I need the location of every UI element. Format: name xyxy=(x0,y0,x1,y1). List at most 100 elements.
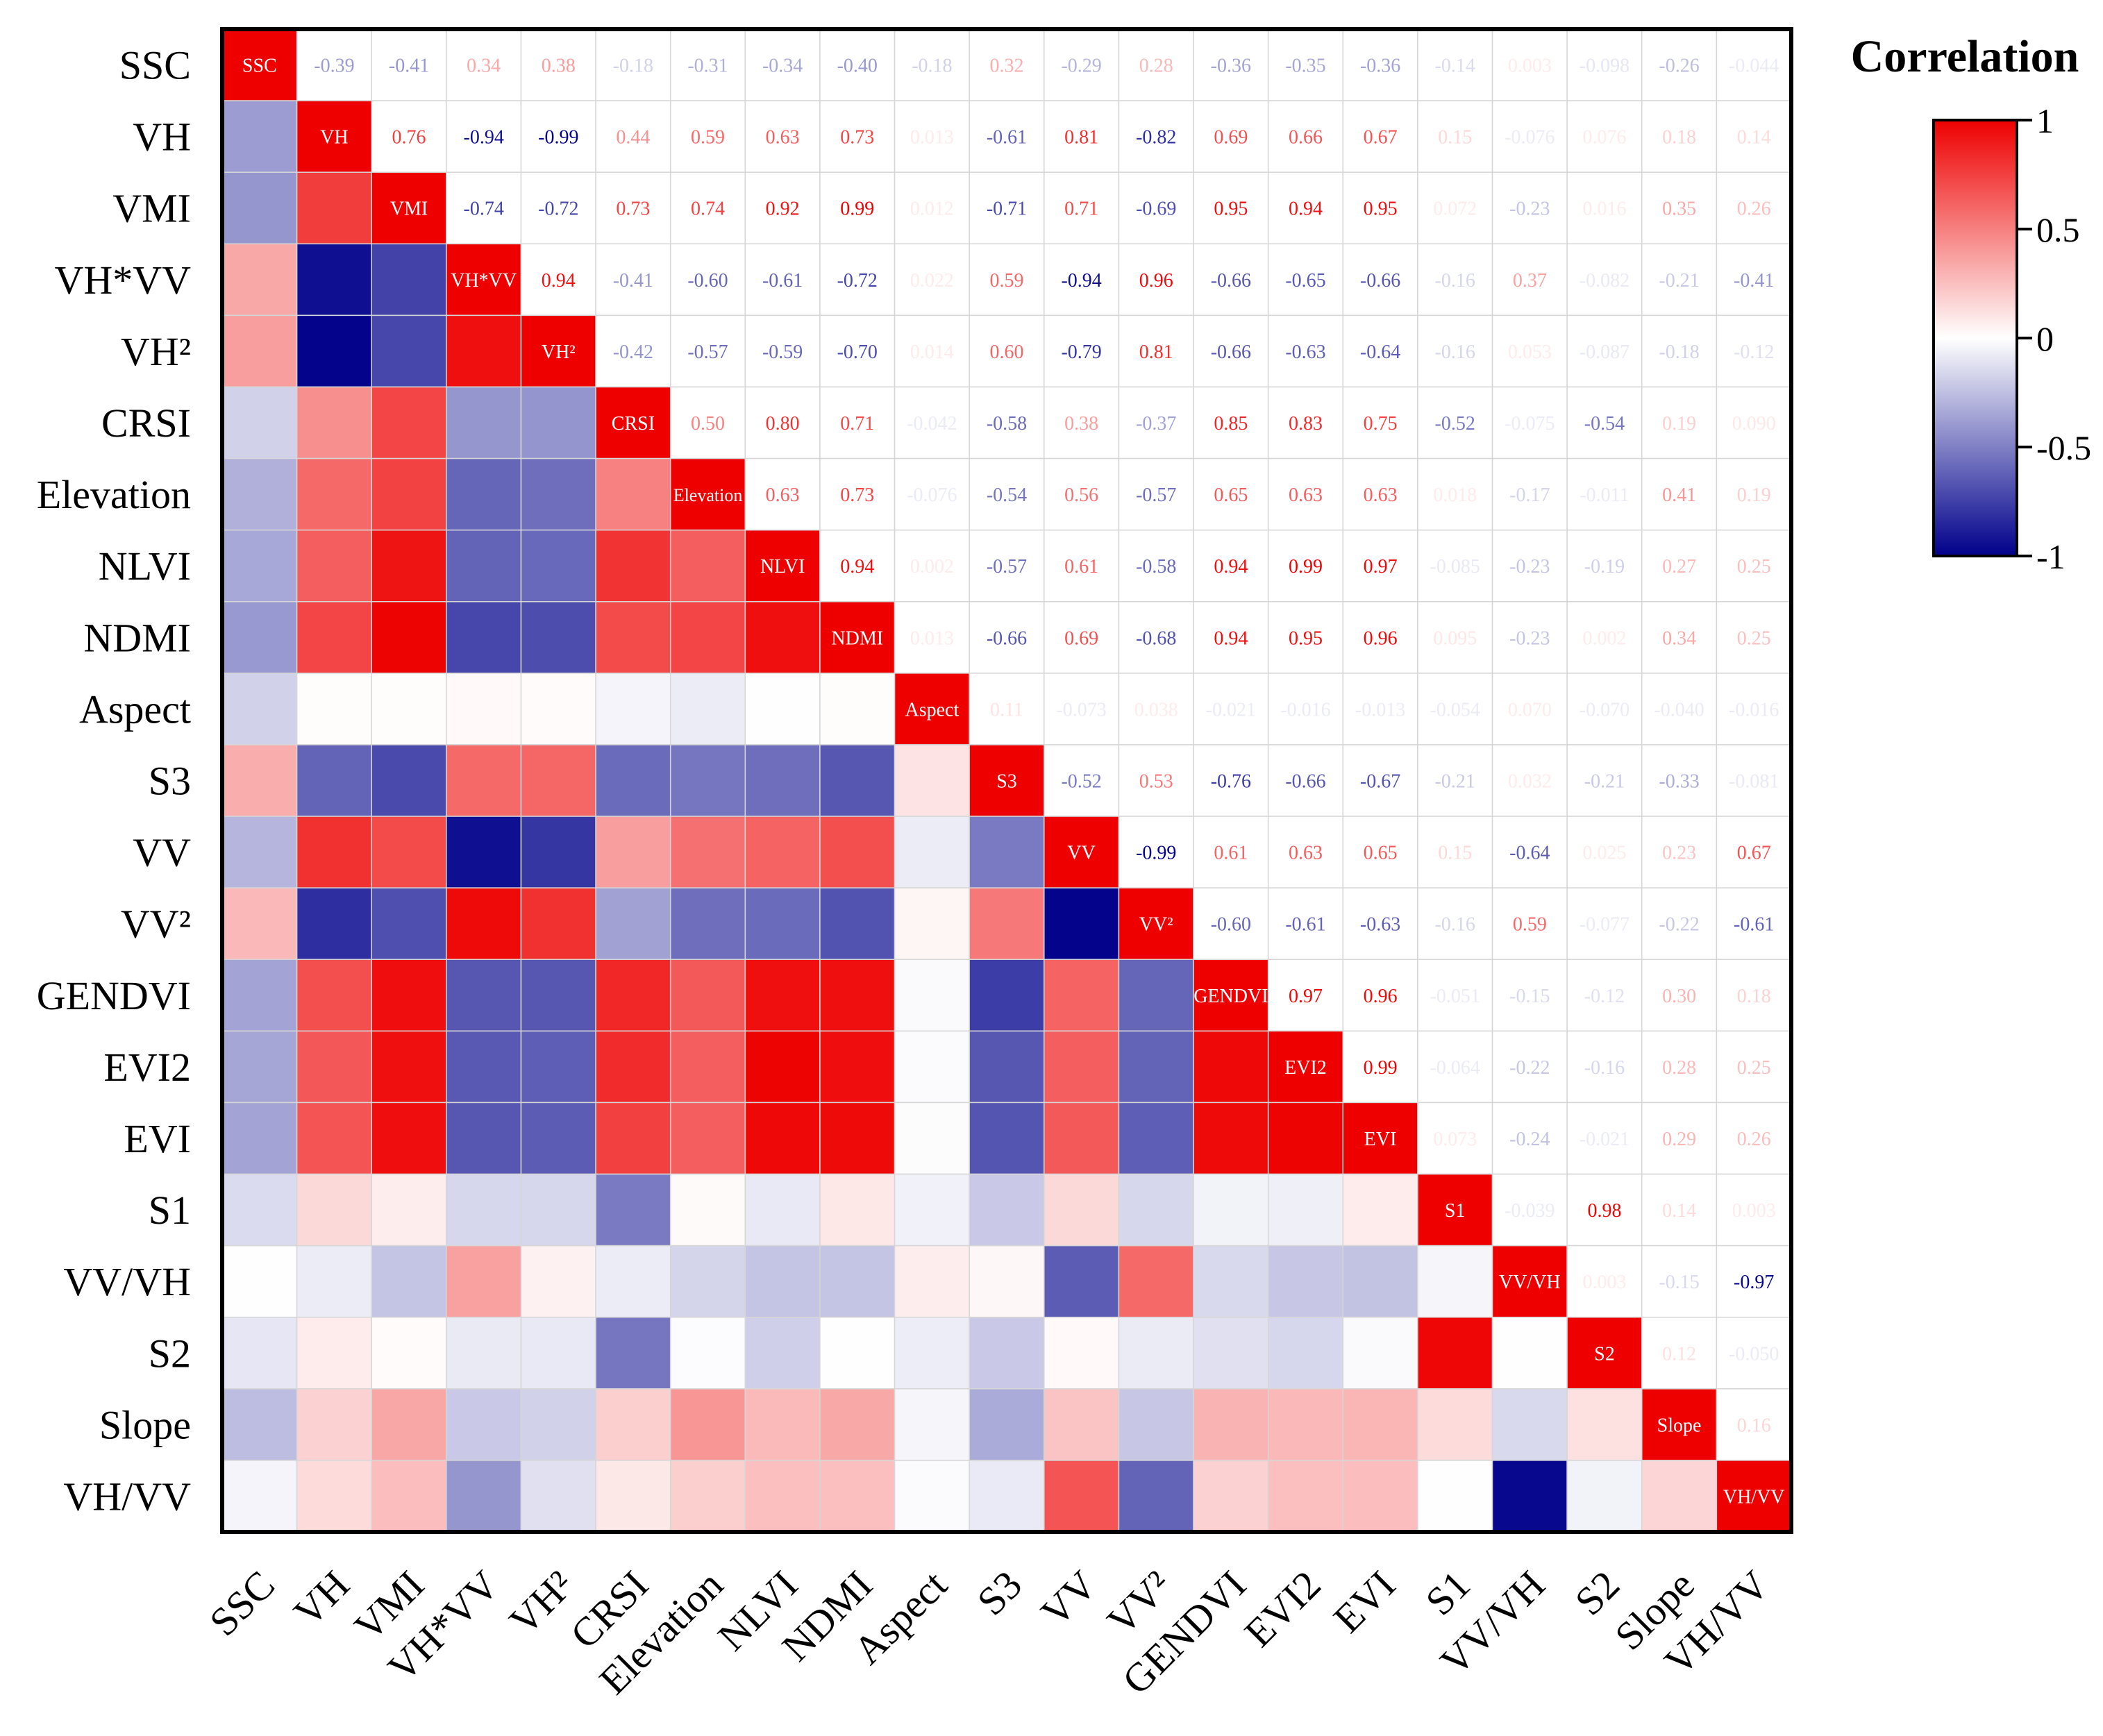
diagonal-label: Aspect xyxy=(905,699,959,720)
correlation-value: 0.25 xyxy=(1737,627,1771,649)
correlation-value: -0.076 xyxy=(907,484,957,506)
correlation-value: -0.21 xyxy=(1659,270,1699,292)
heatmap-cell xyxy=(819,1173,896,1247)
heatmap-cell xyxy=(520,959,596,1032)
value-cell xyxy=(1342,243,1418,317)
correlation-value: 0.96 xyxy=(1364,986,1398,1007)
heatmap-cell xyxy=(819,816,896,888)
heatmap-cell xyxy=(595,887,671,960)
heatmap-cell xyxy=(595,457,671,531)
value-cell xyxy=(1566,1173,1643,1247)
heatmap-cell xyxy=(894,959,970,1032)
heatmap-cell xyxy=(669,1173,746,1247)
value-cell xyxy=(1267,386,1344,460)
heatmap-cell xyxy=(819,1030,896,1104)
value-cell xyxy=(1044,171,1120,245)
value-cell xyxy=(1118,673,1194,745)
diagonal-cell xyxy=(520,314,596,388)
correlation-value: 0.25 xyxy=(1737,1057,1771,1079)
y-tick-label: NLVI xyxy=(99,543,191,589)
heatmap-cell xyxy=(520,457,596,531)
heatmap-cell xyxy=(1267,1245,1344,1318)
heatmap-cell xyxy=(669,1030,746,1104)
correlation-value: -0.72 xyxy=(837,270,878,292)
correlation-value: -0.76 xyxy=(1211,771,1251,793)
correlation-value: -0.54 xyxy=(987,484,1027,506)
heatmap-cell xyxy=(969,887,1045,960)
heatmap-cell xyxy=(669,816,746,888)
heatmap-cell xyxy=(894,1102,970,1175)
plot-frame xyxy=(220,27,1793,1534)
correlation-value: -0.24 xyxy=(1509,1129,1550,1150)
diagonal-label: S1 xyxy=(1445,1200,1466,1222)
y-tick-label: VH xyxy=(133,115,191,160)
value-cell xyxy=(1716,529,1792,602)
value-cell xyxy=(1641,1102,1718,1175)
heatmap-cell xyxy=(296,1388,372,1461)
heatmap-cell xyxy=(221,816,298,888)
correlation-value: -0.39 xyxy=(314,56,354,77)
colorbar-title: Correlation xyxy=(1851,31,2079,82)
value-cell xyxy=(1716,100,1792,173)
value-cell xyxy=(595,171,671,245)
diagonal-cell xyxy=(894,673,970,745)
heatmap-cell xyxy=(1193,1173,1269,1247)
heatmap-cell xyxy=(296,243,372,317)
heatmap-cell xyxy=(1118,1460,1194,1533)
value-cell xyxy=(296,28,372,101)
heatmap-cell xyxy=(669,887,746,960)
value-cell xyxy=(1566,100,1643,173)
value-cell xyxy=(1641,601,1718,674)
heatmap-cell xyxy=(520,887,596,960)
correlation-value: -0.74 xyxy=(464,199,504,220)
heatmap-cell xyxy=(595,744,671,817)
value-cell xyxy=(1641,816,1718,888)
value-cell xyxy=(1342,887,1418,960)
correlation-value: 0.32 xyxy=(990,56,1024,77)
heatmap-cell xyxy=(446,816,522,888)
heatmap-cell xyxy=(819,673,896,745)
correlation-value: -0.18 xyxy=(613,56,653,77)
correlation-value: 0.14 xyxy=(1662,1200,1696,1222)
heatmap-cell xyxy=(669,1245,746,1318)
heatmap-cell xyxy=(894,1245,970,1318)
value-cell xyxy=(1267,314,1344,388)
value-cell xyxy=(669,314,746,388)
value-cell xyxy=(1716,1102,1792,1175)
heatmap-cell xyxy=(1566,1388,1643,1461)
value-cell xyxy=(744,28,821,101)
correlation-value: 0.94 xyxy=(840,556,874,578)
value-cell xyxy=(1491,100,1568,173)
value-cell xyxy=(1716,673,1792,745)
heatmap-cell xyxy=(221,457,298,531)
value-cell xyxy=(1193,171,1269,245)
heatmap-cell xyxy=(221,673,298,745)
heatmap-cell xyxy=(446,887,522,960)
value-cell xyxy=(1491,386,1568,460)
diagonal-label: VV/VH xyxy=(1499,1272,1561,1293)
correlation-value: 0.96 xyxy=(1139,270,1173,292)
diagonal-label: VV xyxy=(1067,843,1095,864)
correlation-value: -0.57 xyxy=(987,556,1027,578)
correlation-value: 0.44 xyxy=(616,127,650,149)
value-cell xyxy=(1716,601,1792,674)
correlation-value: 0.99 xyxy=(1289,556,1323,578)
diagonal-cell xyxy=(969,744,1045,817)
value-cell xyxy=(969,386,1045,460)
value-cell xyxy=(1716,1245,1792,1318)
value-cell xyxy=(1342,816,1418,888)
heatmap-cell xyxy=(1267,1102,1344,1175)
heatmap-cell xyxy=(371,1316,447,1390)
correlation-value: 0.71 xyxy=(1064,199,1098,220)
heatmap-cell xyxy=(819,887,896,960)
heatmap-cell xyxy=(1267,1173,1344,1247)
heatmap-cell xyxy=(744,673,821,745)
value-cell xyxy=(1267,100,1344,173)
heatmap-cell xyxy=(894,1460,970,1533)
correlation-value: -0.61 xyxy=(762,270,803,292)
correlation-value: 0.15 xyxy=(1438,843,1472,864)
correlation-value: -0.19 xyxy=(1584,556,1625,578)
value-cell xyxy=(1716,959,1792,1032)
correlation-value: 0.053 xyxy=(1508,342,1552,363)
correlation-value: 0.99 xyxy=(1364,1057,1398,1079)
